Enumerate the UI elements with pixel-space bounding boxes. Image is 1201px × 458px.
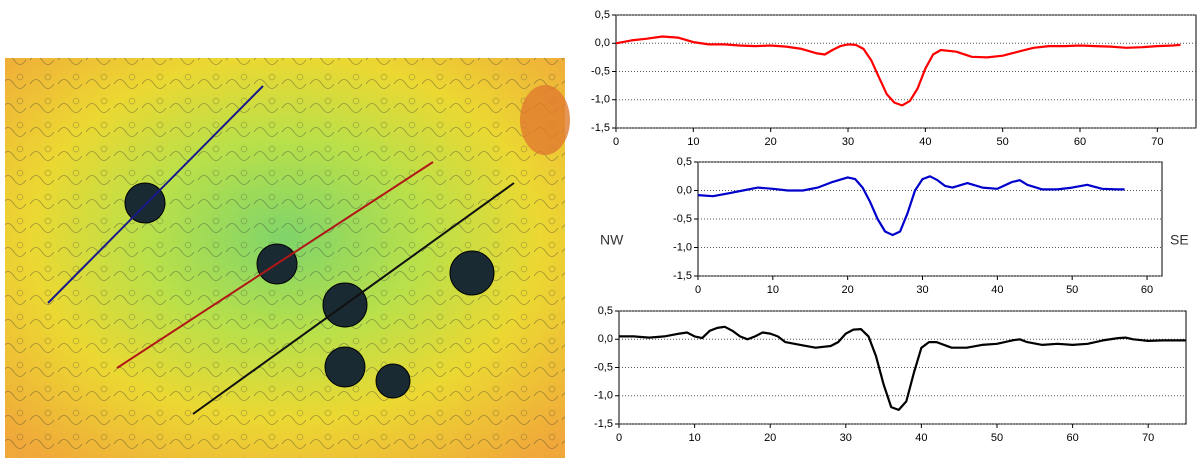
y-tick-label: -1,0	[673, 241, 692, 253]
y-tick-label: -0,5	[673, 213, 692, 225]
y-tick-label: 0,0	[598, 333, 613, 345]
x-tick-label: 20	[765, 136, 777, 148]
x-tick-label: 0	[613, 136, 619, 148]
contour-map	[5, 58, 570, 458]
y-tick-label: -0,5	[591, 65, 610, 77]
data-line	[619, 325, 1186, 411]
side-label: SE	[1170, 232, 1189, 248]
y-tick-label: 0,5	[677, 156, 692, 168]
y-tick-label: 0,0	[595, 37, 610, 49]
y-tick-label: -1,5	[591, 122, 610, 134]
x-tick-label: 50	[1066, 284, 1078, 296]
x-tick-label: 30	[840, 432, 852, 444]
y-tick-label: -1,5	[594, 418, 613, 430]
x-tick-label: 20	[764, 432, 776, 444]
x-tick-label: 20	[842, 284, 854, 296]
x-tick-label: 30	[842, 136, 854, 148]
y-tick-label: -0,5	[594, 361, 613, 373]
side-label: NW	[600, 232, 624, 248]
x-tick-label: 60	[1066, 432, 1078, 444]
y-tick-label: -1,0	[591, 94, 610, 106]
x-tick-label: 60	[1074, 136, 1086, 148]
y-tick-label: -1,5	[673, 270, 692, 282]
x-tick-label: 70	[1142, 432, 1154, 444]
x-tick-label: 0	[695, 284, 701, 296]
y-tick-label: 0,5	[595, 9, 610, 21]
x-tick-label: 50	[991, 432, 1003, 444]
x-tick-label: 40	[991, 284, 1003, 296]
x-tick-label: 0	[616, 432, 622, 444]
x-tick-label: 40	[915, 432, 927, 444]
x-tick-label: 10	[688, 432, 700, 444]
x-tick-label: 60	[1141, 284, 1153, 296]
y-tick-label: -1,0	[594, 390, 613, 402]
x-tick-label: 10	[687, 136, 699, 148]
x-tick-label: 70	[1151, 136, 1163, 148]
x-tick-label: 30	[916, 284, 928, 296]
y-tick-label: 0,5	[598, 305, 613, 317]
x-tick-label: 40	[919, 136, 931, 148]
x-tick-label: 10	[767, 284, 779, 296]
x-tick-label: 50	[997, 136, 1009, 148]
y-tick-label: 0,0	[677, 184, 692, 196]
data-line	[697, 175, 1125, 237]
data-line	[615, 35, 1181, 107]
